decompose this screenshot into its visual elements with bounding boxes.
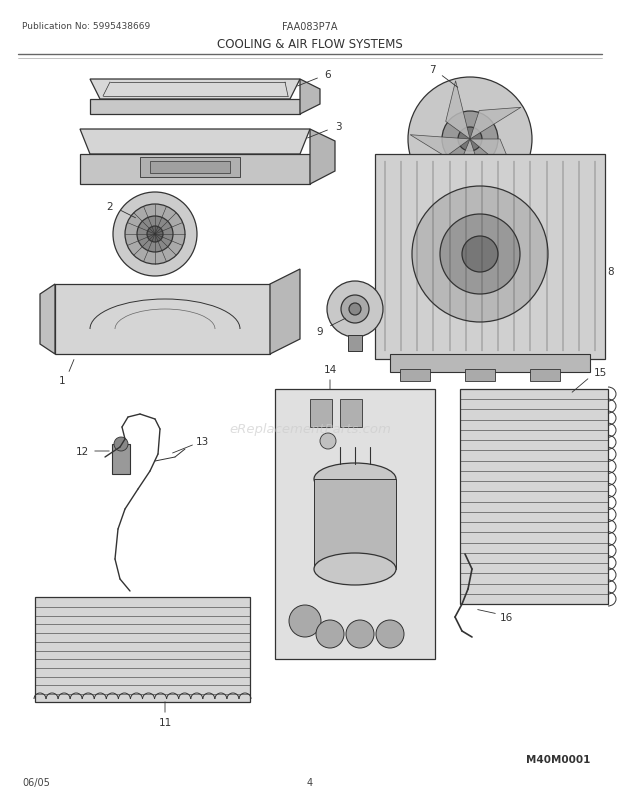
Circle shape bbox=[341, 296, 369, 323]
Ellipse shape bbox=[314, 553, 396, 585]
Circle shape bbox=[412, 187, 548, 322]
Polygon shape bbox=[470, 108, 521, 140]
Text: 6: 6 bbox=[325, 70, 331, 80]
Bar bbox=[390, 354, 590, 373]
Bar bbox=[275, 390, 435, 659]
Bar bbox=[348, 335, 362, 351]
Bar bbox=[150, 162, 230, 174]
Text: 15: 15 bbox=[593, 367, 606, 378]
Text: 7: 7 bbox=[428, 65, 435, 75]
Polygon shape bbox=[448, 140, 479, 196]
Polygon shape bbox=[446, 82, 470, 140]
Text: 16: 16 bbox=[499, 612, 513, 622]
Bar bbox=[314, 480, 396, 569]
Bar bbox=[35, 597, 250, 702]
Bar bbox=[460, 390, 608, 604]
Circle shape bbox=[346, 620, 374, 648]
Polygon shape bbox=[80, 155, 310, 184]
Polygon shape bbox=[300, 80, 320, 115]
Bar bbox=[140, 158, 240, 178]
Text: 11: 11 bbox=[158, 717, 172, 727]
Circle shape bbox=[125, 205, 185, 265]
Bar bbox=[340, 399, 362, 427]
Text: FAA083P7A: FAA083P7A bbox=[282, 22, 338, 32]
Circle shape bbox=[462, 237, 498, 273]
Polygon shape bbox=[470, 140, 516, 178]
Circle shape bbox=[327, 282, 383, 338]
Circle shape bbox=[349, 304, 361, 316]
Text: COOLING & AIR FLOW SYSTEMS: COOLING & AIR FLOW SYSTEMS bbox=[217, 38, 403, 51]
Bar bbox=[375, 155, 605, 359]
Bar bbox=[530, 370, 560, 382]
Circle shape bbox=[442, 111, 498, 168]
Circle shape bbox=[137, 217, 173, 253]
Polygon shape bbox=[90, 80, 300, 100]
Bar bbox=[400, 370, 430, 382]
Text: 8: 8 bbox=[608, 267, 614, 277]
Circle shape bbox=[376, 620, 404, 648]
Text: eReplacementParts.com: eReplacementParts.com bbox=[229, 423, 391, 436]
Text: 2: 2 bbox=[107, 202, 113, 212]
Circle shape bbox=[147, 227, 163, 243]
Text: 9: 9 bbox=[317, 326, 323, 337]
Circle shape bbox=[113, 192, 197, 277]
Circle shape bbox=[320, 433, 336, 449]
Text: 1: 1 bbox=[59, 375, 65, 386]
Polygon shape bbox=[310, 130, 335, 184]
Ellipse shape bbox=[314, 464, 396, 496]
Text: Publication No: 5995438669: Publication No: 5995438669 bbox=[22, 22, 150, 31]
Circle shape bbox=[440, 215, 520, 294]
Circle shape bbox=[289, 606, 321, 638]
Polygon shape bbox=[90, 100, 300, 115]
Circle shape bbox=[458, 128, 482, 152]
Bar bbox=[465, 370, 495, 382]
Text: 4: 4 bbox=[307, 777, 313, 787]
Text: 3: 3 bbox=[335, 122, 342, 132]
Bar bbox=[112, 444, 130, 475]
Text: 06/05: 06/05 bbox=[22, 777, 50, 787]
Circle shape bbox=[408, 78, 532, 202]
Circle shape bbox=[114, 437, 128, 452]
Polygon shape bbox=[410, 136, 470, 157]
Text: 14: 14 bbox=[324, 365, 337, 375]
Text: 13: 13 bbox=[195, 436, 208, 447]
Polygon shape bbox=[270, 269, 300, 354]
Bar bbox=[310, 399, 332, 427]
Polygon shape bbox=[40, 285, 55, 354]
Circle shape bbox=[316, 620, 344, 648]
Polygon shape bbox=[55, 285, 270, 354]
Polygon shape bbox=[80, 130, 310, 155]
Text: M40M0001: M40M0001 bbox=[526, 754, 590, 764]
Text: 12: 12 bbox=[76, 447, 89, 456]
